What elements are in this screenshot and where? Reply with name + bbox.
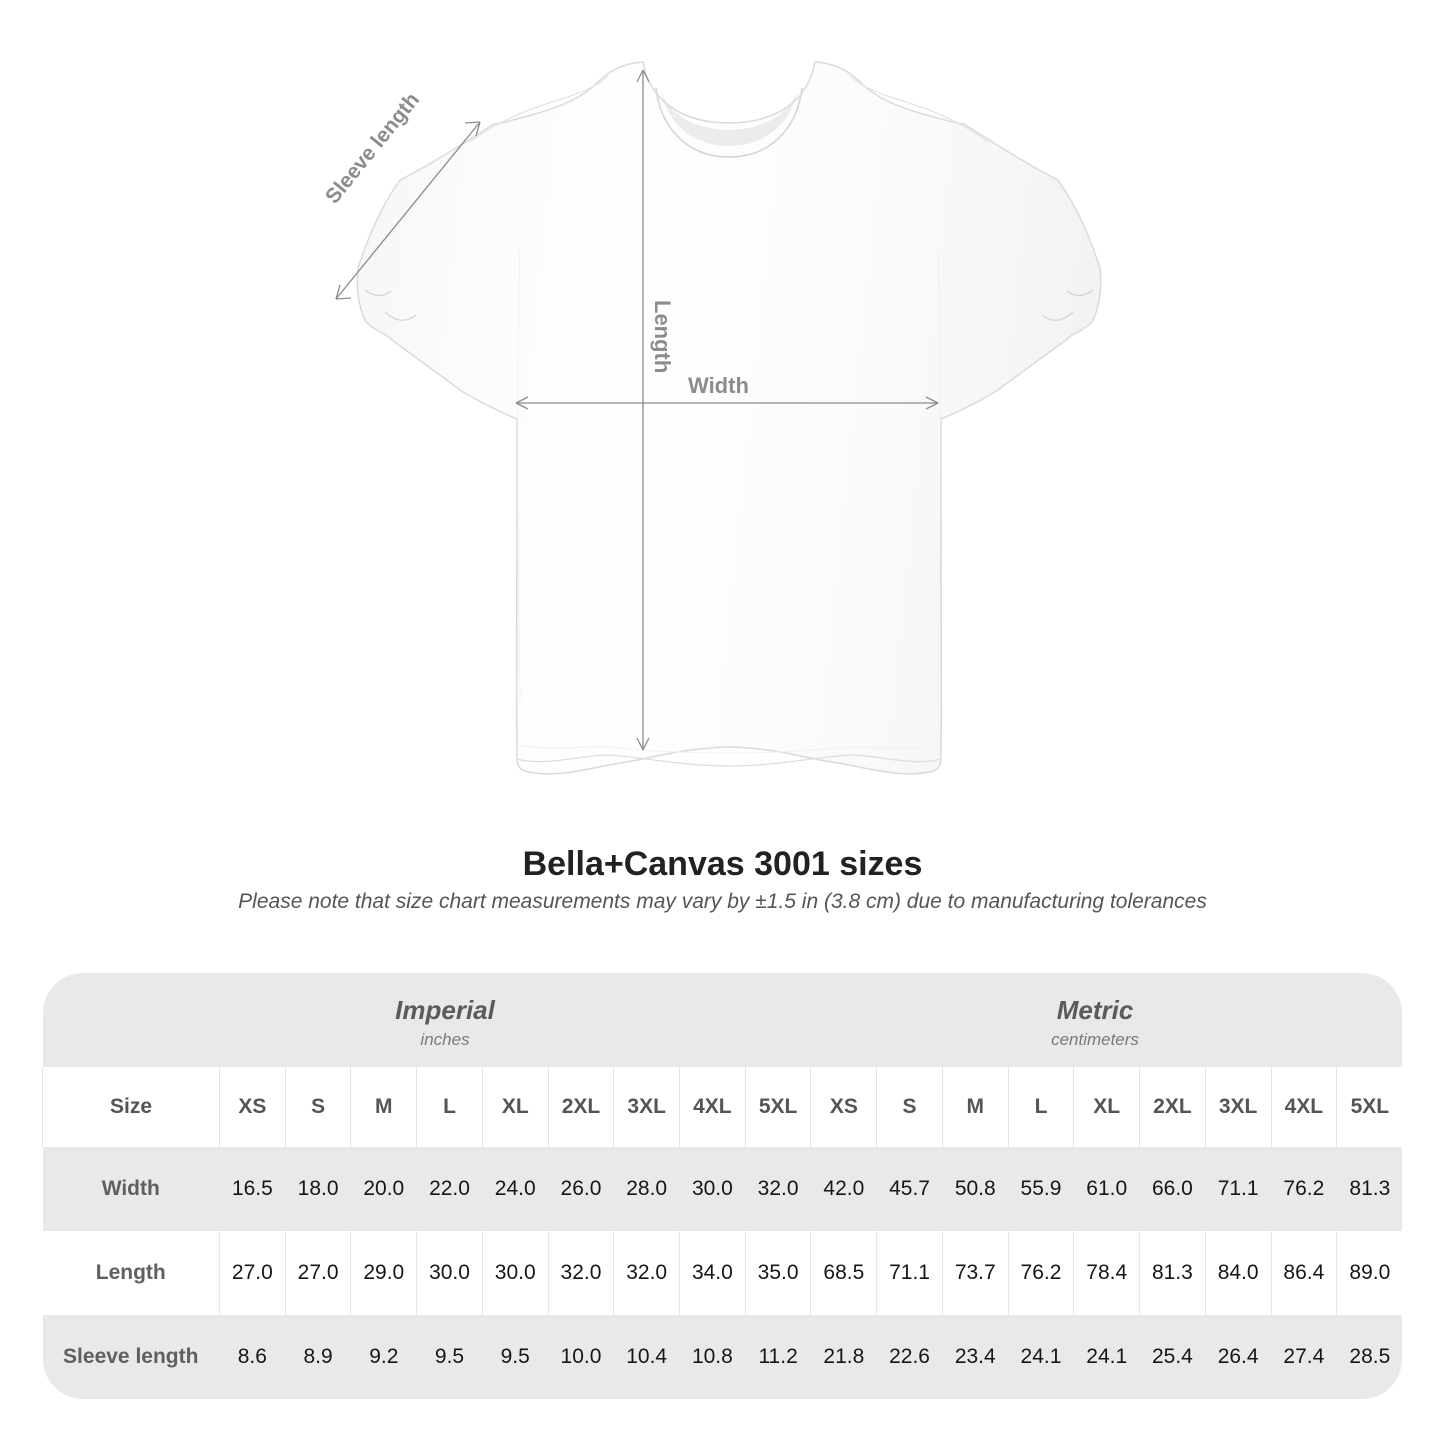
svg-text:Length: Length xyxy=(650,300,675,373)
svg-text:Width: Width xyxy=(688,373,749,398)
